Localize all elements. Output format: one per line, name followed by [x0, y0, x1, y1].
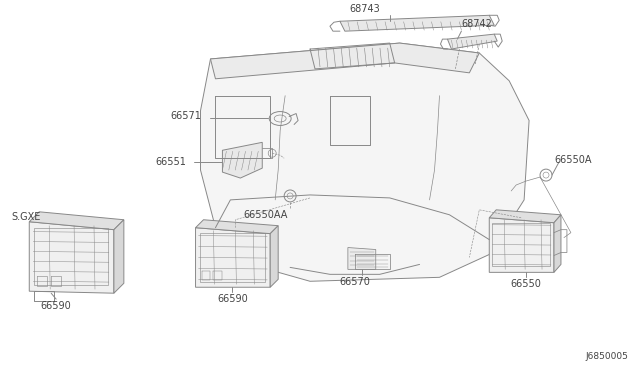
- Polygon shape: [211, 43, 479, 79]
- Polygon shape: [489, 218, 554, 272]
- Polygon shape: [196, 220, 278, 234]
- Bar: [200, 232, 265, 282]
- Polygon shape: [223, 142, 262, 178]
- Polygon shape: [200, 43, 529, 281]
- Polygon shape: [114, 220, 124, 293]
- Polygon shape: [489, 210, 561, 223]
- Text: 66590: 66590: [217, 294, 248, 304]
- Polygon shape: [270, 226, 278, 287]
- Polygon shape: [340, 15, 494, 31]
- Text: 66550: 66550: [511, 279, 541, 289]
- Text: 66550A: 66550A: [554, 155, 591, 165]
- Polygon shape: [554, 215, 561, 272]
- Text: 66550AA: 66550AA: [243, 210, 287, 220]
- Polygon shape: [196, 228, 270, 287]
- Text: S.GXE: S.GXE: [12, 212, 41, 222]
- Text: 66570: 66570: [339, 277, 371, 287]
- Text: 68743: 68743: [349, 4, 380, 14]
- Text: 66571: 66571: [171, 110, 202, 121]
- Text: 68742: 68742: [461, 19, 492, 29]
- Text: 66590: 66590: [41, 301, 72, 311]
- Polygon shape: [29, 222, 114, 293]
- Bar: [35, 228, 108, 285]
- Bar: [492, 223, 550, 266]
- Polygon shape: [348, 247, 376, 269]
- Polygon shape: [447, 34, 497, 49]
- Text: J6850005: J6850005: [586, 352, 628, 361]
- Polygon shape: [29, 212, 124, 230]
- Text: 66551: 66551: [156, 157, 187, 167]
